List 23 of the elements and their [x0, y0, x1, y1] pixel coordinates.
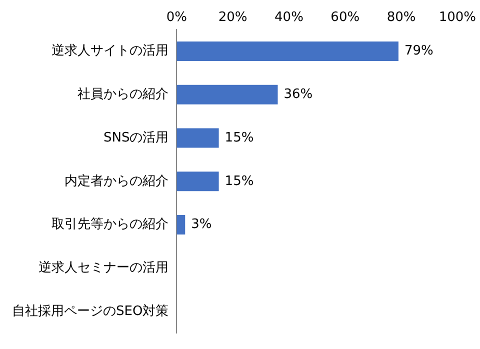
data-label: 79% — [404, 44, 434, 59]
bar — [176, 172, 219, 192]
bar — [176, 84, 278, 104]
x-tick-label: 100% — [438, 10, 476, 26]
data-label: 15% — [224, 130, 254, 146]
y-tick-label: 自社採用ページのSEO対策 — [12, 302, 169, 319]
y-tick-label: 取引先等からの紹介 — [52, 217, 169, 232]
y-tick-label: 逆求人サイトの活用 — [52, 44, 169, 59]
x-tick-label: 20% — [218, 10, 248, 26]
y-tick-label: 社員からの紹介 — [78, 87, 169, 102]
x-tick-label: 80% — [386, 10, 416, 26]
y-tick-label: 逆求人セミナーの活用 — [38, 260, 169, 276]
x-tick-label: 0% — [166, 10, 188, 26]
bar — [176, 215, 186, 235]
data-label: 3% — [191, 217, 212, 232]
data-label: 36% — [284, 87, 313, 102]
bar — [176, 128, 219, 148]
y-tick-label: SNSの活用 — [103, 130, 169, 146]
x-tick-label: 40% — [274, 10, 304, 26]
y-tick-label: 内定者からの紹介 — [64, 174, 169, 189]
x-tick-label: 60% — [330, 10, 360, 26]
bar — [176, 42, 398, 62]
data-label: 15% — [224, 174, 254, 189]
